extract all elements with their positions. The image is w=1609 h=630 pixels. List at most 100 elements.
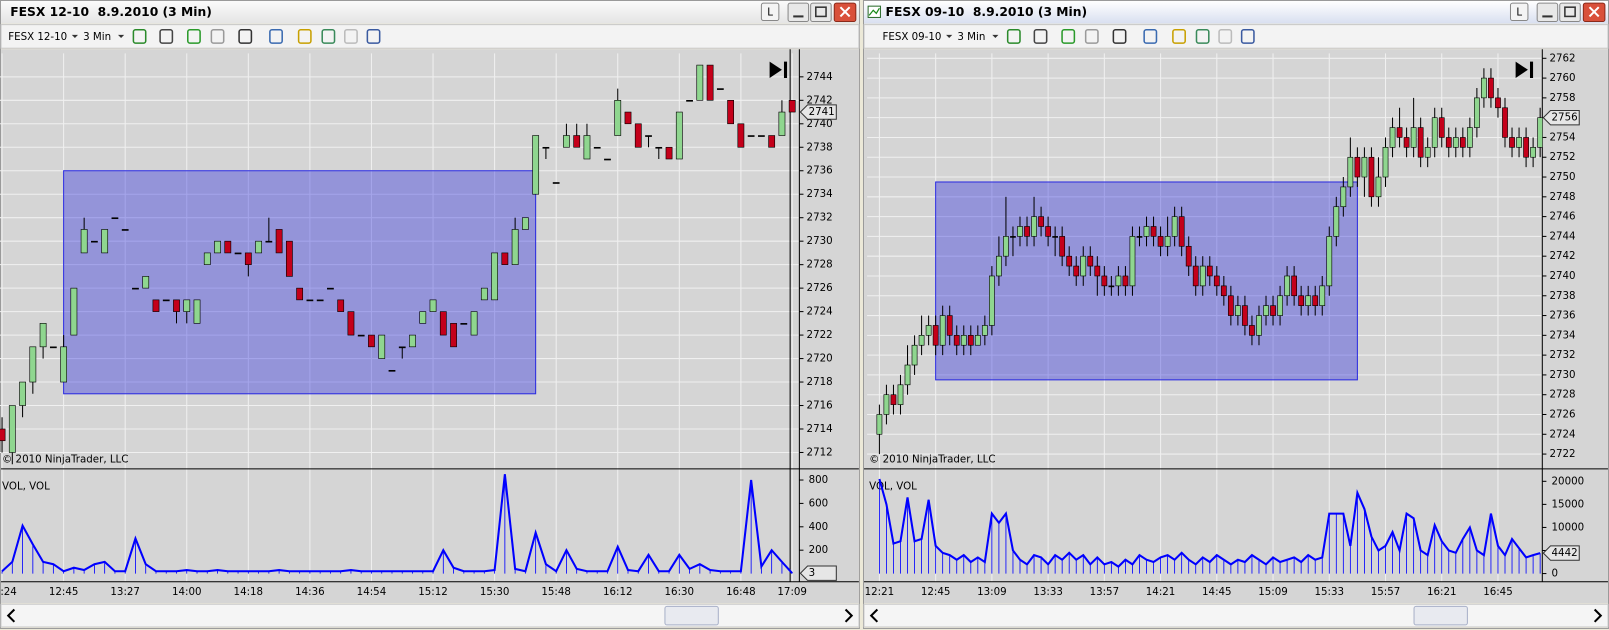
candle-body [450,323,457,348]
toolbar-icon[interactable] [1172,28,1186,44]
scroll-left[interactable] [6,608,16,623]
toolbar-icon[interactable] [1084,28,1099,44]
last-volume-label: 4442 [1552,547,1578,559]
candle-body [1523,137,1529,158]
title-bar [1,1,859,24]
candle-body [398,346,406,349]
toolbar-icon[interactable] [1195,28,1210,44]
chart-background [864,49,1608,604]
instrument-selector[interactable]: FESX 09-10 [882,31,941,43]
drawn-rectangle [63,170,537,395]
y-tick-label: 2758 [1549,92,1575,104]
lock-button[interactable] [1509,2,1529,22]
candle-body [121,229,129,231]
candle-body [1045,226,1051,237]
maximize-button[interactable] [1559,2,1581,23]
candle-body [706,64,714,101]
candle-body [925,325,932,336]
minimize-button[interactable] [1536,2,1559,23]
scroll-thumb[interactable] [664,605,719,626]
x-tick-label: 14:21 [1146,586,1176,598]
y-tick-label: 2732 [807,212,833,224]
x-tick-label: 14:18 [234,586,264,598]
dropdown-arrow [118,34,125,38]
candle-body [911,344,918,366]
x-tick-label: 15:12 [418,586,448,598]
candle-body [1431,117,1438,148]
scroll-right[interactable] [844,608,854,623]
y-tick-label: 2738 [1549,290,1575,302]
scrollbar[interactable] [863,603,1609,628]
scroll-left[interactable] [869,608,879,623]
toolbar-icon[interactable] [159,28,174,44]
candle-body [1509,137,1515,148]
candle-body [1199,265,1206,287]
candle-body [101,229,109,254]
volume-line [878,478,1541,568]
candle-body [989,275,995,326]
toolbar-icon[interactable] [132,28,147,44]
candle-body [316,299,324,302]
toolbar-icon[interactable] [210,28,225,44]
y-tick-label: 2744 [1549,230,1575,242]
toolbar-icon[interactable] [297,28,312,44]
candle-body [1192,265,1199,287]
dropdown-arrow [71,34,78,38]
candle-body [1227,295,1234,316]
candle-body [439,311,447,336]
y-tick-label: 2754 [1549,131,1575,143]
toolbar-icon[interactable] [238,28,253,44]
window-icon-line [868,7,880,16]
candle-body [953,335,960,346]
go-to-end-button[interactable] [769,61,788,78]
toolbar-icon[interactable] [366,28,381,44]
instrument-selector[interactable]: FESX 12-10 [8,31,67,43]
candle-body [480,287,488,301]
scroll-right[interactable] [1593,608,1603,623]
x-tick-label: 13:27 [110,586,140,598]
interval-selector[interactable]: 3 Min [957,31,985,43]
candle-body [234,252,242,255]
candle-body [614,100,622,136]
candle-body [716,88,724,90]
candle-body [91,240,98,243]
lock-button[interactable] [760,2,780,22]
toolbar-icon[interactable] [1061,28,1076,44]
toolbar-icon[interactable] [1240,28,1255,44]
toolbar-icon[interactable] [344,28,358,44]
candle-body [883,394,890,415]
candle-body [275,229,283,254]
candle-body [285,240,293,277]
volume-line [1,474,793,574]
candle-body [1333,206,1340,237]
toolbar-icon[interactable] [1006,28,1021,44]
toolbar-icon[interactable] [1033,28,1048,44]
scrollbar[interactable] [0,603,860,628]
toolbar-icon[interactable] [1112,28,1127,44]
toolbar-icon[interactable] [187,28,201,44]
candle-body [522,217,529,230]
go-to-end-button[interactable] [1515,61,1534,78]
candle-body [1466,127,1473,148]
toolbar-icon[interactable] [1218,28,1233,44]
lock-button-label: L [1516,6,1522,18]
minimize-button[interactable] [787,2,810,23]
candle-body [1024,226,1030,237]
toolbar-icon[interactable] [269,28,283,44]
candle-body [142,276,150,289]
interval-selector[interactable]: 3 Min [83,31,111,43]
candle-body [788,100,796,113]
candle-body [758,135,765,137]
scroll-thumb[interactable] [1413,605,1468,626]
maximize-button[interactable] [810,2,832,23]
toolbar [863,24,1609,49]
candle-body [1031,216,1037,237]
y-tick-label: 2740 [807,118,833,130]
y-tick-label: 0 [1552,568,1559,580]
toolbar-icon[interactable] [321,28,336,44]
y-tick-label: 15000 [1552,498,1585,510]
candle-body [593,146,601,149]
y-tick-label: 600 [809,497,829,509]
toolbar-icon[interactable] [1143,28,1158,44]
